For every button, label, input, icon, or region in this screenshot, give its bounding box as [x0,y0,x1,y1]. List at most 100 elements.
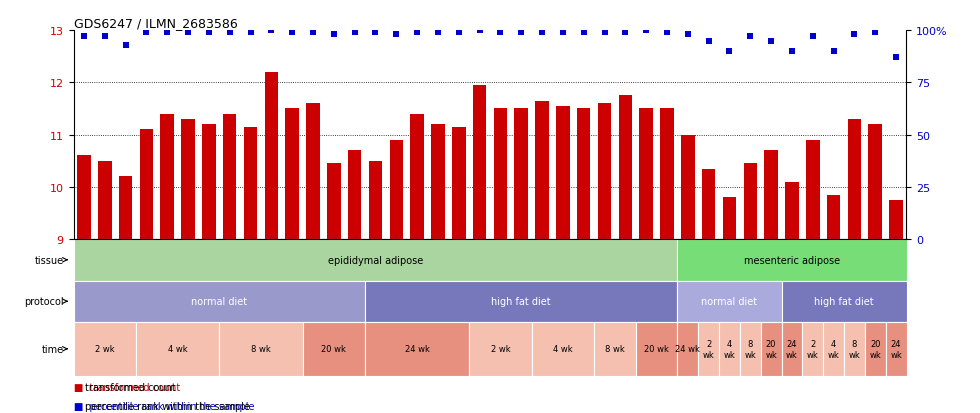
Bar [136,322,220,376]
Bar [782,322,803,376]
Bar [244,128,258,240]
Point [138,30,154,36]
Point [826,49,842,55]
Point [576,30,592,36]
Text: ■: ■ [74,401,82,411]
Text: 4
wk: 4 wk [828,339,840,358]
Text: 8 wk: 8 wk [605,344,625,354]
Bar [598,104,612,240]
Point [680,32,696,38]
Point [701,38,716,45]
Point [721,49,737,55]
Bar [594,322,636,376]
Bar [577,109,591,240]
Bar [74,240,677,281]
Bar [119,177,132,240]
Text: 8
wk: 8 wk [849,339,860,358]
Bar [806,140,819,240]
Text: mesenteric adipose: mesenteric adipose [744,255,840,265]
Text: 4 wk: 4 wk [553,344,572,354]
Bar [803,322,823,376]
Bar [677,281,782,322]
Bar [785,182,799,240]
Point [305,30,320,36]
Point [388,32,404,38]
Bar [760,322,782,376]
Bar [844,322,865,376]
Bar [556,107,569,240]
Bar [77,156,91,240]
Text: 2
wk: 2 wk [807,339,818,358]
Bar [618,96,632,240]
Text: 8
wk: 8 wk [745,339,757,358]
Point [617,30,633,36]
Bar [740,322,760,376]
Bar [719,322,740,376]
Point [160,30,175,36]
Text: 24
wk: 24 wk [890,339,902,358]
Point [471,28,487,34]
Bar [327,164,341,240]
Bar [411,114,424,240]
Text: 4
wk: 4 wk [723,339,735,358]
Bar [514,109,528,240]
Point [243,30,259,36]
Point [97,34,113,40]
Text: ■: ■ [74,382,82,392]
Text: GDS6247 / ILMN_2683586: GDS6247 / ILMN_2683586 [74,17,237,30]
Bar [452,128,466,240]
Bar [702,169,715,240]
Text: normal diet: normal diet [702,297,758,306]
Bar [531,322,594,376]
Point [847,32,862,38]
Bar [722,198,736,240]
Point [888,55,904,62]
Bar [744,164,758,240]
Text: 20 wk: 20 wk [644,344,669,354]
Bar [365,322,469,376]
Text: percentile rank within the sample: percentile rank within the sample [85,401,250,411]
Point [784,49,800,55]
Point [597,30,612,36]
Bar [469,322,531,376]
Bar [98,161,112,240]
Bar [348,151,362,240]
Text: 24 wk: 24 wk [675,344,701,354]
Bar [661,109,674,240]
Bar [74,322,136,376]
Bar [431,125,445,240]
Bar [74,281,365,322]
Bar [886,322,907,376]
Text: 24 wk: 24 wk [405,344,429,354]
Bar [677,240,906,281]
Point [410,30,425,36]
Text: 2 wk: 2 wk [95,344,115,354]
Text: high fat diet: high fat diet [491,297,551,306]
Point [347,30,363,36]
Point [763,38,779,45]
Point [805,34,820,40]
Bar [494,109,508,240]
Point [368,30,383,36]
Bar [265,73,278,240]
Point [514,30,529,36]
Point [76,34,92,40]
Bar [139,130,153,240]
Bar [639,109,653,240]
Text: tissue: tissue [34,255,64,265]
Bar [764,151,778,240]
Bar [848,120,861,240]
Text: ■  transformed count: ■ transformed count [74,382,179,392]
Bar [535,101,549,240]
Bar [303,322,365,376]
Bar [889,200,903,240]
Bar [865,322,886,376]
Point [743,34,759,40]
Bar [827,195,841,240]
Point [430,30,446,36]
Point [451,30,466,36]
Text: 24
wk: 24 wk [786,339,798,358]
Point [867,30,883,36]
Bar [823,322,844,376]
Bar [782,281,907,322]
